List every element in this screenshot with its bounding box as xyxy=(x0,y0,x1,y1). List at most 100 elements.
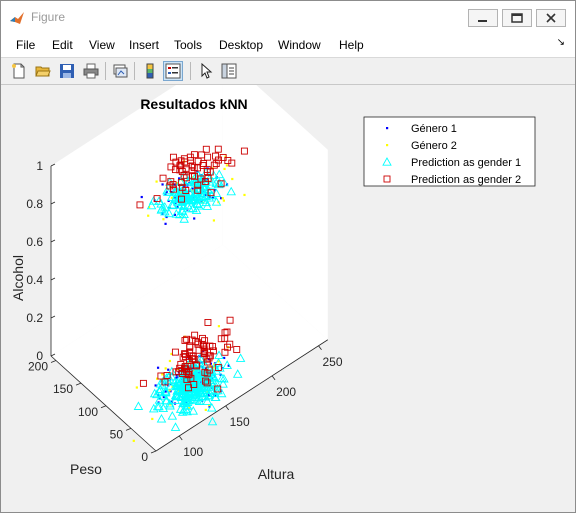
legend-entry: Prediction as gender 1 xyxy=(382,157,521,169)
data-point xyxy=(170,395,181,405)
data-point xyxy=(139,379,147,387)
data-point xyxy=(180,171,188,179)
data-point xyxy=(167,368,170,371)
open-file-icon[interactable] xyxy=(33,61,53,81)
data-point xyxy=(187,157,194,165)
print-icon[interactable] xyxy=(81,61,101,81)
data-point xyxy=(175,376,178,379)
data-point xyxy=(191,187,194,190)
data-point xyxy=(188,192,199,202)
save-icon[interactable] xyxy=(57,61,77,81)
data-point xyxy=(217,325,221,328)
data-point xyxy=(200,160,208,167)
dock-arrow-icon[interactable]: ↘ xyxy=(556,37,565,48)
z-tick-label: 0.2 xyxy=(26,311,43,325)
data-point xyxy=(188,406,199,415)
minimize-button[interactable] xyxy=(468,9,498,27)
y-tick-label: 50 xyxy=(110,427,124,441)
axes-side-wall xyxy=(222,85,328,340)
data-point xyxy=(153,199,157,202)
data-point xyxy=(196,170,199,173)
data-point xyxy=(210,365,213,368)
menu-insert[interactable]: Insert xyxy=(129,38,160,52)
data-point xyxy=(211,197,222,206)
data-point xyxy=(151,417,154,421)
x-tick-label: 100 xyxy=(183,445,203,459)
data-point xyxy=(188,203,198,213)
insert-legend-icon[interactable] xyxy=(163,61,183,81)
data-point xyxy=(224,157,232,164)
data-point xyxy=(217,373,227,383)
data-point xyxy=(214,169,225,179)
edit-plot-icon[interactable] xyxy=(196,61,216,81)
new-figure-icon[interactable] xyxy=(9,61,29,81)
data-point xyxy=(187,407,190,410)
data-point xyxy=(217,335,225,343)
insert-colorbar-icon[interactable] xyxy=(140,61,160,81)
data-point xyxy=(222,360,232,369)
data-point xyxy=(176,364,184,372)
title-bar[interactable]: Figure xyxy=(1,1,575,33)
data-point xyxy=(206,385,217,394)
data-point xyxy=(204,174,212,182)
data-point xyxy=(226,316,234,324)
data-point xyxy=(179,405,189,415)
link-plot-icon[interactable] xyxy=(110,61,130,81)
data-point xyxy=(191,369,195,372)
data-point xyxy=(202,201,213,210)
data-point xyxy=(178,195,185,203)
data-point xyxy=(231,177,234,181)
data-point xyxy=(213,189,217,192)
data-point xyxy=(177,206,188,215)
menu-window[interactable]: Window xyxy=(278,38,321,52)
data-point xyxy=(204,192,215,202)
maximize-button[interactable] xyxy=(502,9,532,27)
menu-tools[interactable]: Tools xyxy=(174,38,203,52)
menu-edit[interactable]: Edit xyxy=(52,38,73,52)
z-tick-mark xyxy=(50,239,56,243)
data-point xyxy=(167,366,177,376)
data-point xyxy=(182,200,193,210)
data-point xyxy=(196,388,206,397)
data-point xyxy=(158,403,169,413)
data-point xyxy=(212,219,216,222)
data-point xyxy=(200,182,210,191)
data-point xyxy=(164,208,174,218)
y-tick-mark xyxy=(50,360,57,363)
legend[interactable]: Género 1 Género 2 Prediction as gender 1 Pr… xyxy=(363,116,536,187)
data-point xyxy=(177,386,188,395)
menu-file[interactable]: File xyxy=(16,38,36,52)
data-point xyxy=(148,196,159,205)
data-point xyxy=(157,372,165,380)
data-point xyxy=(204,153,212,161)
x-tick-label: 200 xyxy=(276,385,296,399)
window-title: Figure xyxy=(31,10,66,24)
data-point xyxy=(140,195,143,199)
close-button[interactable] xyxy=(536,9,566,27)
data-point xyxy=(193,368,204,377)
data-point xyxy=(156,413,167,423)
data-point xyxy=(201,368,209,376)
data-point xyxy=(181,337,189,344)
data-point xyxy=(159,174,167,182)
menu-view[interactable]: View xyxy=(89,38,115,52)
data-point xyxy=(133,401,144,410)
data-point xyxy=(164,367,167,370)
menu-desktop[interactable]: Desktop xyxy=(219,38,264,52)
data-point xyxy=(171,348,179,356)
data-point xyxy=(214,179,224,189)
data-point xyxy=(191,205,202,214)
data-point xyxy=(207,402,217,412)
menu-help[interactable]: Help xyxy=(339,38,364,52)
data-point xyxy=(220,197,223,200)
data-point xyxy=(132,439,135,442)
data-point xyxy=(208,403,211,407)
property-inspector-icon[interactable] xyxy=(219,61,239,81)
data-point xyxy=(173,391,184,400)
data-point xyxy=(170,422,181,431)
data-point xyxy=(168,359,172,363)
data-point xyxy=(147,214,150,217)
data-point xyxy=(169,185,177,193)
